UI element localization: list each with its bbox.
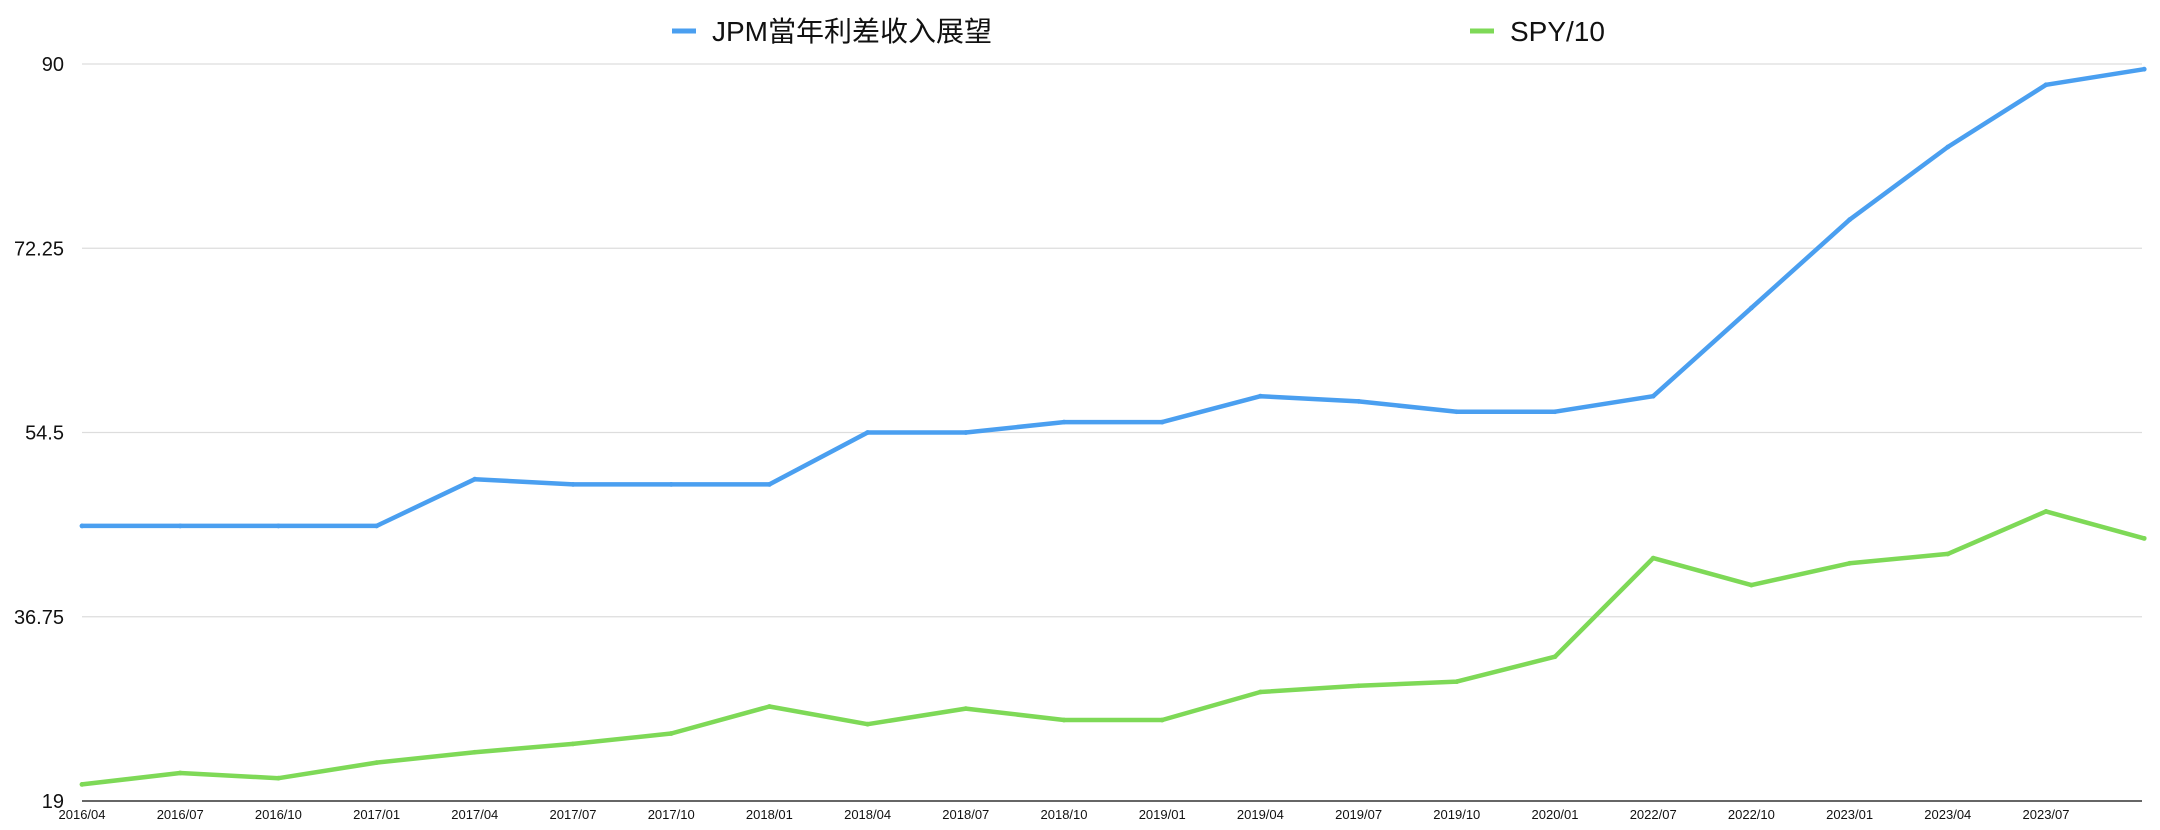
data-point [1258, 689, 1263, 695]
x-tick-label: 2018/01 [746, 807, 793, 822]
data-point [1061, 419, 1067, 425]
data-point [177, 770, 183, 776]
y-axis: 90 72.25 54.5 36.75 19 [14, 54, 64, 813]
data-point [570, 482, 576, 487]
x-tick-label: 2018/04 [844, 807, 891, 822]
series-line-1 [79, 509, 2147, 787]
y-tick-label: 90 [42, 54, 64, 76]
data-point [1945, 144, 1951, 150]
data-point [1356, 683, 1361, 689]
x-tick-label: 2017/07 [550, 807, 597, 822]
data-point [668, 482, 674, 487]
data-point [276, 523, 281, 529]
data-point [374, 523, 379, 529]
data-point [668, 731, 674, 736]
data-point [276, 775, 281, 781]
data-point [865, 430, 870, 435]
x-tick-label: 2019/01 [1139, 807, 1186, 822]
x-tick-label: 2023/07 [2023, 807, 2070, 822]
data-point [1650, 555, 1656, 561]
data-point [1749, 582, 1754, 588]
data-point [767, 482, 772, 487]
data-point [1749, 305, 1754, 311]
data-point [1159, 717, 1165, 723]
data-point [2141, 535, 2147, 541]
series-line-0 [79, 66, 2147, 529]
x-tick-label: 2018/07 [942, 807, 989, 822]
data-point [1847, 217, 1852, 223]
y-tick-label: 54.5 [25, 423, 64, 445]
data-point [2043, 82, 2049, 88]
data-point [963, 706, 969, 712]
data-point [472, 749, 478, 755]
data-point [1847, 560, 1852, 566]
data-point [1159, 419, 1165, 425]
x-tick-label: 2019/04 [1237, 807, 1284, 822]
x-tick-label: 2023/04 [1924, 807, 1971, 822]
legend-label-0: JPM當年利差收入展望 [712, 16, 992, 47]
data-point [2141, 66, 2147, 72]
x-tick-label: 2016/07 [157, 807, 204, 822]
x-tick-label: 2016/04 [59, 807, 106, 822]
x-tick-label: 2017/01 [353, 807, 400, 822]
x-tick-label: 2023/01 [1826, 807, 1873, 822]
series-lines [79, 66, 2147, 787]
data-point [472, 476, 478, 482]
x-tick-label: 2017/04 [451, 807, 498, 822]
data-point [1552, 654, 1558, 660]
data-point [865, 721, 870, 727]
data-point [1061, 717, 1067, 723]
data-point [177, 523, 183, 529]
data-point [374, 760, 379, 765]
data-point [1650, 393, 1656, 399]
x-tick-label: 2022/10 [1728, 807, 1775, 822]
data-point [79, 781, 85, 787]
data-point [1258, 393, 1263, 399]
x-axis: 2016/04 2016/07 2016/10 2017/01 2017/04 2017/… [59, 800, 2142, 822]
data-point [570, 741, 576, 747]
y-tick-label: 72.25 [14, 238, 64, 260]
x-tick-label: 2019/07 [1335, 807, 1382, 822]
x-tick-label: 2017/10 [648, 807, 695, 822]
data-point [963, 430, 969, 435]
data-point [767, 704, 772, 709]
data-point [2043, 508, 2049, 514]
legend: JPM當年利差收入展望 SPY/10 [672, 16, 1605, 47]
legend-label-1: SPY/10 [1510, 16, 1605, 47]
x-tick-label: 2022/07 [1630, 807, 1677, 822]
data-point [1454, 679, 1460, 685]
data-point [1945, 551, 1951, 557]
y-tick-label: 19 [42, 791, 64, 813]
x-tick-label: 2016/10 [255, 807, 302, 822]
x-tick-label: 2020/01 [1532, 807, 1579, 822]
gridlines [82, 63, 2142, 618]
data-point [79, 523, 85, 529]
x-tick-label: 2019/10 [1433, 807, 1480, 822]
x-tick-label: 2018/10 [1041, 807, 1088, 822]
data-point [1356, 398, 1361, 404]
y-tick-label: 36.75 [14, 607, 64, 629]
data-point [1552, 409, 1558, 415]
data-point [1454, 409, 1460, 415]
